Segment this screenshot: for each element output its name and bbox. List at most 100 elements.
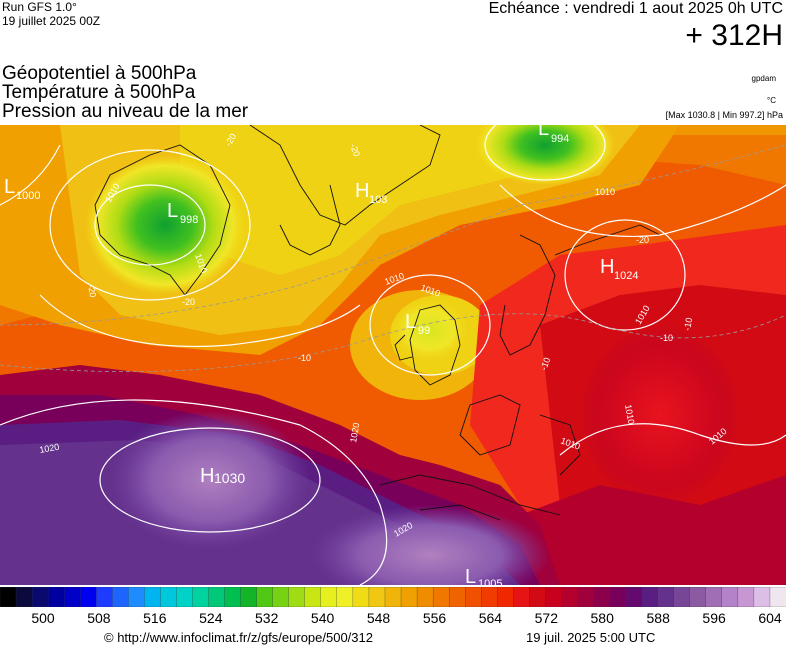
temperature-label: -20 <box>636 235 649 245</box>
isobar-label: 1020 <box>348 422 361 443</box>
coastlines <box>94 125 661 521</box>
colorbar-swatch <box>160 587 178 607</box>
colorbar-swatch <box>545 587 562 607</box>
colorbar-swatch <box>513 587 530 607</box>
colorbar-label: 532 <box>255 610 279 626</box>
colorbar-swatch <box>128 587 145 607</box>
colorbar-swatch <box>384 587 402 607</box>
colorbar-swatch <box>96 587 113 607</box>
colorbar-swatch <box>737 587 755 607</box>
weather-map[interactable]: L 1000 L 998 H 103 L 994 H 1024 L 99 H 1… <box>0 125 786 585</box>
temperature-label: -10 <box>298 353 311 363</box>
temperature-labels: -20 -20 -20 -20 -20 -10 -10 -10 -10 <box>86 132 694 372</box>
colorbar-swatch <box>593 587 611 607</box>
colorbar-label: 564 <box>478 610 503 626</box>
colorbar-swatch <box>240 587 258 607</box>
colorbar-label: 604 <box>758 610 782 626</box>
colorbar-swatch <box>336 587 354 607</box>
colorbar-swatch <box>657 587 675 607</box>
colorbar-swatch <box>641 587 659 607</box>
colorbar-swatch <box>481 587 498 607</box>
colorbar-swatch <box>320 587 338 607</box>
temperature-label: -20 <box>86 284 98 299</box>
colorbar-swatch <box>432 587 450 607</box>
temperature-label: -10 <box>538 356 552 372</box>
colorbar-swatch <box>689 587 707 607</box>
map-titles: Géopotentiel à 500hPa Température à 500h… <box>2 64 248 121</box>
pressure-center: H <box>355 180 369 202</box>
colorbar-swatch <box>192 587 210 607</box>
pressure-center-value: 103 <box>369 194 387 206</box>
colorbar-swatch <box>80 587 97 607</box>
pressure-center: L <box>465 566 476 585</box>
colorbar-swatch <box>625 587 643 607</box>
colorbar-swatch <box>416 587 434 607</box>
title-geopotential: Géopotentiel à 500hPa <box>2 63 197 84</box>
colorbar-swatch <box>288 587 306 607</box>
colorbar-label: 572 <box>534 610 558 626</box>
colorbar-label: 516 <box>143 610 167 626</box>
colorbar-swatch <box>705 587 723 607</box>
title-temperature: Température à 500hPa <box>2 82 196 103</box>
colorbar-swatch <box>31 587 49 607</box>
colorbar-swatch <box>465 587 482 607</box>
forecast-hour: + 312H <box>685 19 783 52</box>
pressure-center-value: 994 <box>551 133 569 145</box>
colorbar-swatch <box>753 587 771 607</box>
colorbar-label: 540 <box>310 610 335 626</box>
colorbar-swatch <box>769 587 786 607</box>
unit-gpdam: gpdam <box>751 74 776 83</box>
pressure-center-value: 1030 <box>214 470 245 486</box>
colorbar-label: 556 <box>422 610 447 626</box>
colorbar-swatch <box>47 587 65 607</box>
colorbar-swatch <box>577 587 595 607</box>
pressure-center: L <box>4 176 15 198</box>
colorbar-swatch <box>400 587 418 607</box>
pressure-center: H <box>600 256 614 278</box>
colorbar-swatch <box>272 587 290 607</box>
colorbar-swatch <box>368 587 386 607</box>
valid-time: Echéance : vendredi 1 aout 2025 0h UTC <box>488 0 783 17</box>
pressure-center: L <box>167 200 178 222</box>
colorbar-swatch <box>352 587 370 607</box>
colorbar-swatch <box>208 587 226 607</box>
colorbar-swatch <box>721 587 739 607</box>
pressure-center-value: 1024 <box>614 270 638 282</box>
colorbar-label: 588 <box>646 610 670 626</box>
isobar-label: 1020 <box>39 442 60 455</box>
colorbar-swatch <box>609 587 627 607</box>
colorbar-label: 548 <box>366 610 391 626</box>
colorbar-swatch <box>304 587 322 607</box>
temperature-isotherms <box>0 144 786 373</box>
colorbar-swatch <box>673 587 691 607</box>
colorbar-swatch <box>144 587 161 607</box>
run-model: Run GFS 1.0° <box>2 0 77 14</box>
colorbar-label: 596 <box>702 610 726 626</box>
colorbar-swatch <box>112 587 129 607</box>
pressure-center-value: 99 <box>418 325 430 337</box>
temperature-field <box>0 125 786 585</box>
footer-url[interactable]: © http://www.infoclimat.fr/z/gfs/europe/… <box>104 630 373 645</box>
isobars <box>0 125 786 585</box>
colorbar-swatch <box>0 587 17 607</box>
temperature-label: -10 <box>660 333 673 343</box>
colorbar-label: 580 <box>590 610 614 626</box>
title-pressure: Pression au niveau de la mer <box>2 101 249 122</box>
colorbar-swatch <box>256 587 274 607</box>
colorbar-swatch <box>497 587 514 607</box>
temperature-label: -20 <box>348 142 362 158</box>
unit-celsius: °C <box>767 96 776 105</box>
colorbar-swatch <box>176 587 194 607</box>
colorbar-swatch <box>561 587 579 607</box>
colorbar-label: 500 <box>31 610 55 626</box>
temperature-label: -10 <box>682 317 694 332</box>
footer-generated-date: 19 juil. 2025 5:00 UTC <box>526 630 656 645</box>
pressure-centers: L 1000 L 998 H 103 L 994 H 1024 L 99 H 1… <box>4 125 638 585</box>
pressure-center-value: 1005 <box>478 578 502 585</box>
isobar-label: 1010 <box>623 404 636 425</box>
colorbar-label: 508 <box>87 610 111 626</box>
colorbar-label: 524 <box>199 610 223 626</box>
colorbar-swatch <box>64 587 81 607</box>
pressure-center: L <box>538 125 549 140</box>
colorbar-swatch <box>448 587 466 607</box>
